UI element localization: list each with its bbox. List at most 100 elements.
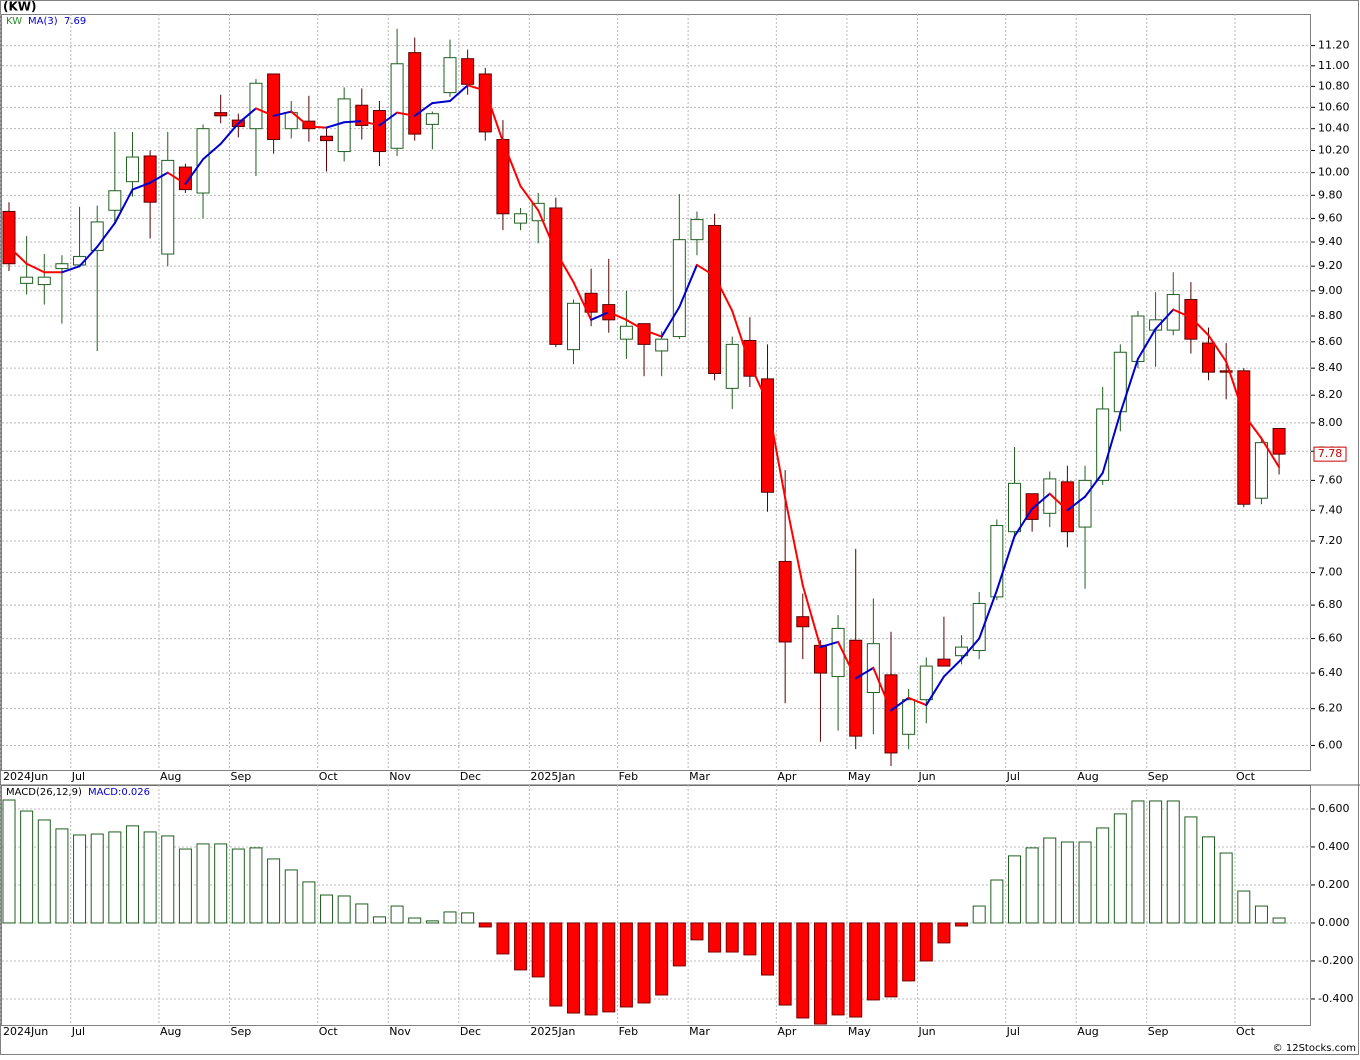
ma-line (431, 99, 451, 105)
x-tick-label: Jul (71, 1025, 85, 1038)
macd-bar (672, 922, 686, 967)
x-tick-label: Aug (1077, 1025, 1098, 1038)
macd-bar (1202, 836, 1216, 924)
macd-bar (990, 879, 1004, 924)
y-tick-label: -0.400 (1318, 992, 1353, 1005)
price-panel (1, 14, 1311, 771)
ma-line (237, 107, 257, 125)
ma-line (643, 329, 663, 338)
x-tick-label: Aug (1077, 770, 1098, 783)
macd-bar (496, 922, 510, 955)
ma-line (343, 120, 363, 124)
macd-bar (337, 895, 351, 924)
ma-line (819, 640, 840, 649)
y-tick-label: 9.00 (1318, 284, 1343, 297)
candle-body (1043, 478, 1057, 514)
macd-bar (1254, 905, 1268, 924)
candle-body (884, 674, 898, 754)
ma-line (907, 696, 928, 707)
candle-body (990, 525, 1004, 598)
ma-line (925, 675, 945, 707)
macd-bar (320, 894, 334, 924)
macd-bar (1060, 841, 1074, 924)
ma-line (202, 142, 222, 161)
ma-line (960, 637, 981, 661)
y-tick-label: 8.40 (1318, 361, 1343, 374)
x-tick-label: Jul (1006, 770, 1020, 783)
ma-line (713, 274, 734, 312)
x-tick-label: Nov (389, 770, 411, 783)
ma-line (607, 311, 628, 321)
ma-line (1119, 357, 1139, 415)
ma-line (1031, 492, 1051, 510)
x-tick-label: Aug (160, 1025, 181, 1038)
ma-line (325, 121, 346, 129)
ma-line (272, 110, 293, 117)
macd-bar (90, 833, 104, 924)
ma-line (1260, 437, 1281, 469)
macd-bar (866, 922, 880, 1001)
ma-line (678, 263, 698, 309)
ma-line (25, 262, 46, 274)
macd-bar (425, 920, 439, 924)
last-price-box (1313, 446, 1347, 462)
macd-bar (1272, 917, 1286, 924)
ma-line (184, 158, 205, 185)
ma-line (572, 281, 593, 321)
x-tick-label: Oct (1236, 1025, 1256, 1038)
y-tick-label: -0.200 (1318, 954, 1353, 967)
ma-line (1013, 507, 1034, 538)
candle-body (549, 207, 563, 345)
macd-bar (1131, 800, 1145, 924)
candle-body (425, 113, 439, 125)
macd-bar (902, 922, 916, 982)
y-tick-label: 10.80 (1318, 79, 1350, 92)
macd-bar (161, 835, 175, 924)
macd-bar (408, 917, 422, 924)
ma-line (413, 102, 434, 117)
candle-body (902, 699, 916, 735)
x-tick-label: Oct (319, 770, 339, 783)
macd-bar (1184, 816, 1198, 924)
y-tick-label: 11.00 (1318, 59, 1350, 72)
candle-body (796, 616, 810, 628)
y-tick-label: 0.000 (1318, 916, 1350, 929)
macd-bar (655, 922, 669, 996)
x-tick-label: Jun (917, 770, 935, 783)
macd-bar (478, 922, 492, 928)
candle-body (849, 639, 863, 737)
x-tick-label: Jun (917, 1025, 935, 1038)
ma-line (131, 181, 152, 191)
ma-line (378, 111, 399, 127)
candle-body (267, 73, 281, 141)
ma-line (113, 188, 134, 225)
ma-line (254, 107, 275, 117)
macd-bar (849, 922, 863, 1018)
candle-body (125, 156, 139, 183)
candle-body (478, 73, 492, 133)
candle-body (1007, 482, 1021, 533)
ma-line (1084, 472, 1104, 498)
candle-body (37, 276, 51, 286)
candle-body (1219, 370, 1233, 373)
macd-bar (884, 922, 898, 998)
ma-line (890, 696, 910, 712)
y-tick-label: 6.00 (1318, 738, 1343, 751)
macd-bar (1166, 800, 1180, 924)
y-tick-label: 6.60 (1318, 632, 1343, 645)
macd-bar (1113, 813, 1127, 924)
candle-body (1202, 342, 1216, 373)
y-tick-label: 8.20 (1318, 388, 1343, 401)
candle-body (725, 343, 739, 389)
candle-body (761, 378, 775, 493)
y-tick-label: 0.400 (1318, 840, 1350, 853)
x-tick-label: May (848, 1025, 871, 1038)
macd-bar (761, 922, 775, 976)
ma-line (8, 245, 28, 265)
candle-body (443, 57, 457, 94)
x-tick-label: Nov (389, 1025, 411, 1038)
ma-line (590, 311, 610, 321)
y-tick-label: 8.60 (1318, 335, 1343, 348)
ma-line (149, 171, 169, 184)
